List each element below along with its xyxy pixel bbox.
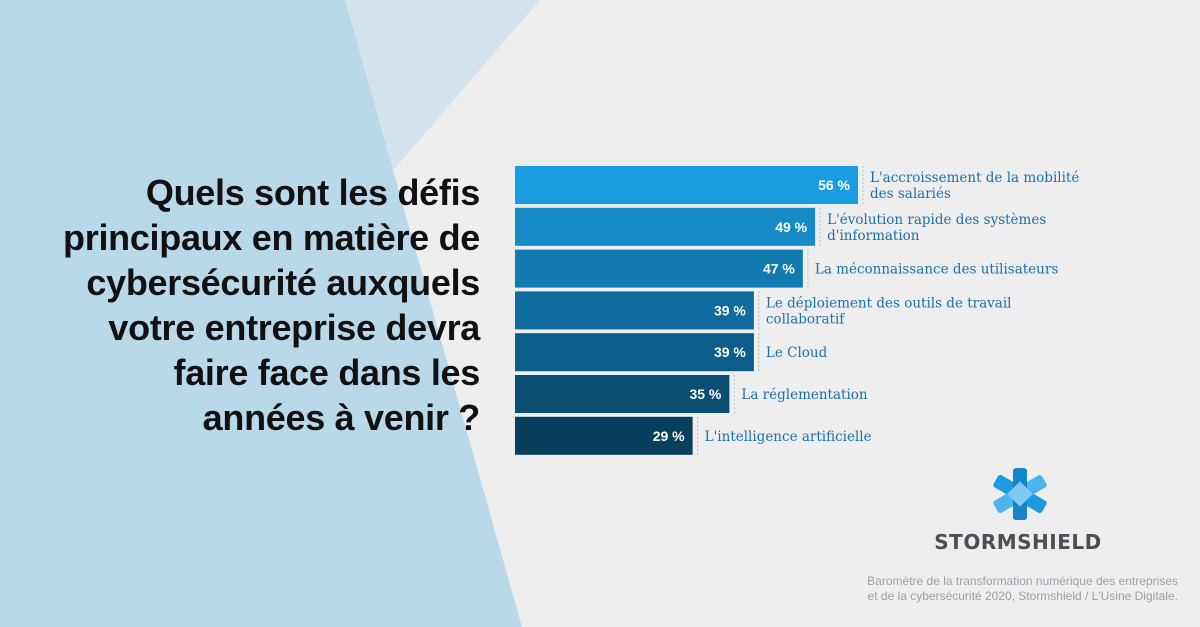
category-label: L'accroissement de la mobilité des salari…: [870, 170, 1079, 202]
category-label: Le déploiement des outils de travail coll…: [766, 295, 1012, 327]
category-label: L'intelligence artificielle: [705, 429, 872, 445]
source-line-2: et de la cybersécurité 2020, Stormshield…: [867, 589, 1178, 603]
source-note: Baromètre de la transformation numérique…: [830, 574, 1178, 604]
survey-question: Quels sont les défis principaux en matiè…: [63, 172, 480, 438]
brand-name: STORMSHIELD: [934, 530, 1102, 554]
bar-value-label: 56 %: [818, 177, 850, 193]
bar-chart: 56 % L'accroissement de la mobilité des sa…: [515, 166, 1079, 455]
bar-value-label: 47 %: [763, 261, 795, 277]
bar-value-label: 29 %: [653, 428, 685, 444]
bar-7: [515, 416, 693, 455]
bar-3: [515, 249, 803, 288]
category-label: L'évolution rapide des systèmes d'informa…: [827, 212, 1046, 244]
background-panel-medium: [0, 0, 522, 627]
stormshield-logo-icon: [993, 468, 1047, 520]
category-label: La méconnaissance des utilisateurs: [815, 262, 1058, 278]
bar-value-label: 49 %: [775, 219, 807, 235]
bar-1: [515, 166, 858, 204]
bar-value-label: 39 %: [714, 302, 746, 318]
source-line-1: Baromètre de la transformation numérique…: [867, 574, 1178, 588]
bar-value-label: 35 %: [689, 386, 721, 402]
bar-4: [515, 291, 754, 330]
bar-5: [515, 333, 754, 372]
bar-6: [515, 375, 730, 413]
category-label: Le Cloud: [766, 345, 828, 361]
bar-2: [515, 207, 816, 246]
category-label: La réglementation: [741, 387, 868, 403]
bar-value-label: 39 %: [714, 344, 746, 360]
